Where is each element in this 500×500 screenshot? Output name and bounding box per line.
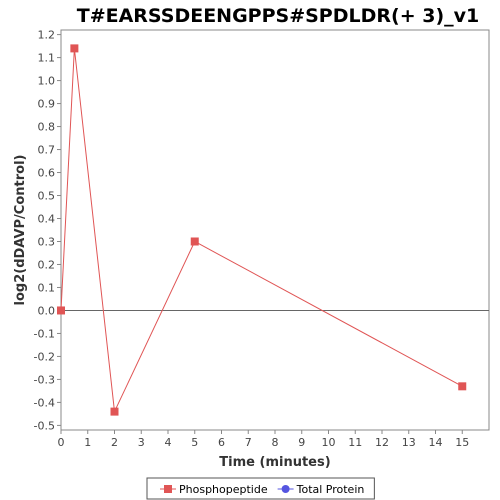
- legend: Phosphopeptide Total Protein: [146, 477, 375, 500]
- legend-label-0: Phosphopeptide: [179, 483, 268, 496]
- series-group: [57, 44, 467, 416]
- y-tick-label: -0.3: [34, 373, 55, 386]
- legend-marker-0: [164, 485, 172, 493]
- x-tick-label: 3: [138, 436, 145, 449]
- y-tick-label: -0.1: [34, 327, 55, 340]
- legend-label-1: Total Protein: [296, 483, 365, 496]
- x-axis-label: Time (minutes): [219, 455, 330, 470]
- x-tick-label: 11: [348, 436, 362, 449]
- y-tick-label: 1.0: [38, 75, 56, 88]
- y-tick-label: -0.4: [34, 396, 55, 409]
- y-tick-label: -0.5: [34, 419, 55, 432]
- y-tick-label: 0.2: [38, 258, 56, 271]
- y-tick-label: 0.3: [38, 235, 56, 248]
- x-tick-label: 8: [272, 436, 279, 449]
- y-tick-label: 0.8: [38, 121, 56, 134]
- x-axis-ticks: 0 1 2 3 4 5 6 7 8 9 10 11 12 13 14 15: [58, 430, 469, 449]
- y-tick-label: -0.2: [34, 350, 55, 363]
- x-tick-label: 10: [322, 436, 336, 449]
- x-tick-label: 2: [111, 436, 118, 449]
- y-tick-label: 0.6: [38, 167, 56, 180]
- x-tick-label: 14: [429, 436, 443, 449]
- legend-marker-1: [281, 485, 290, 493]
- x-tick-label: 12: [375, 436, 389, 449]
- data-point: [190, 237, 199, 246]
- y-tick-label: 0.5: [38, 190, 56, 203]
- x-tick-label: 4: [165, 436, 172, 449]
- y-axis-ticks: -0.5 -0.4 -0.3 -0.2 -0.1 0.0 0.1 0.2 0.3 0.4 0.5 0.…: [34, 29, 61, 432]
- y-tick-label: 0.9: [38, 98, 56, 111]
- data-point: [57, 306, 65, 315]
- data-point: [458, 382, 467, 391]
- x-tick-label: 13: [402, 436, 416, 449]
- y-tick-label: 1.1: [38, 52, 56, 65]
- y-axis-label: log2(dDAVP/Control): [13, 155, 28, 306]
- chart-title: T#EARSSDEENGPPS#SPDLDR(+ 3)_v1: [77, 5, 480, 27]
- data-point: [110, 407, 119, 416]
- data-point: [70, 44, 79, 53]
- y-tick-label: 0.7: [38, 144, 56, 157]
- plot-area: [60, 29, 490, 431]
- x-tick-label: 9: [298, 436, 305, 449]
- x-tick-label: 15: [455, 436, 469, 449]
- y-tick-label: 0.4: [38, 213, 56, 226]
- y-tick-label: 0.0: [38, 304, 56, 317]
- x-tick-label: 7: [245, 436, 252, 449]
- y-tick-label: 1.2: [38, 29, 56, 42]
- y-tick-label: 0.1: [38, 281, 56, 294]
- x-tick-label: 5: [191, 436, 198, 449]
- x-tick-label: 6: [218, 436, 225, 449]
- x-tick-label: 1: [84, 436, 91, 449]
- x-tick-label: 0: [58, 436, 65, 449]
- legend-box: [146, 477, 375, 500]
